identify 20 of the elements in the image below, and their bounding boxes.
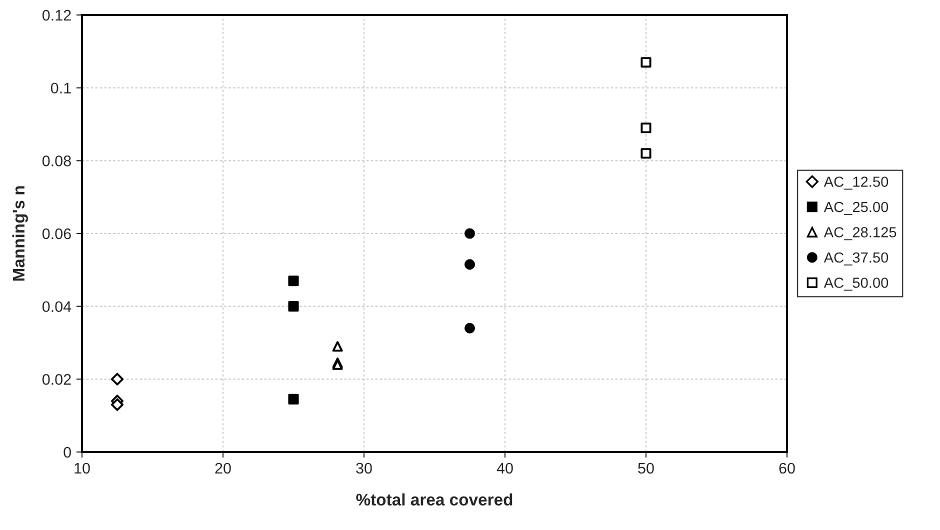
x-axis-title: %total area covered — [356, 493, 512, 506]
x-tick-label: 50 — [638, 462, 654, 474]
legend-label: AC_25.00 — [824, 202, 888, 215]
x-tick-label: 30 — [356, 462, 372, 474]
x-tick-label: 40 — [496, 462, 513, 474]
legend-label: AC_37.50 — [824, 252, 888, 266]
y-tick-label: 0.08 — [42, 156, 71, 166]
y-tick-label: 0.04 — [42, 301, 72, 312]
legend-label: AC_12.50 — [824, 176, 888, 190]
y-axis-title: Manning's n — [12, 186, 28, 281]
legend-label: AC_28.125 — [824, 227, 896, 240]
y-tick-label: 0.06 — [42, 228, 71, 240]
y-tick-label: 0 — [64, 446, 71, 458]
x-tick-label: 60 — [779, 462, 795, 474]
y-tick-label: 0.1 — [50, 82, 71, 94]
legend-label: AC_50.00 — [824, 278, 888, 291]
y-tick-label: 0.12 — [42, 10, 71, 21]
x-tick-label: 10 — [74, 462, 90, 474]
x-tick-label: 20 — [215, 462, 231, 474]
y-tick-label: 0.02 — [42, 374, 71, 385]
